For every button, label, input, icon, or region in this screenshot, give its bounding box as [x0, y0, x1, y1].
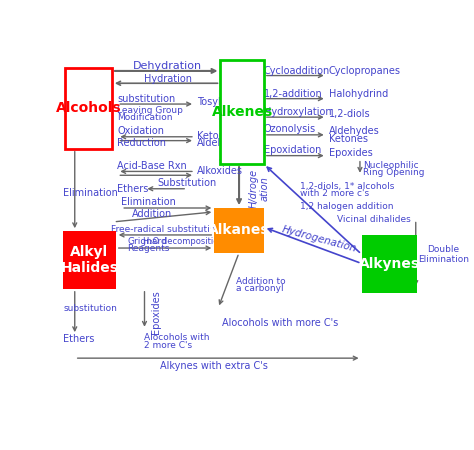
Text: Alkanes: Alkanes [208, 223, 270, 237]
FancyBboxPatch shape [63, 231, 116, 289]
Text: Elimination: Elimination [63, 188, 118, 198]
Text: Leaving Group: Leaving Group [118, 106, 183, 115]
Text: Alkynes: Alkynes [359, 257, 420, 271]
Text: Halohydrind: Halohydrind [329, 89, 388, 99]
Text: Hydroxylation: Hydroxylation [264, 107, 331, 117]
Text: Reduction: Reduction [118, 138, 166, 148]
Text: substitution: substitution [118, 94, 176, 104]
Text: Hydrogenation: Hydrogenation [280, 224, 357, 254]
Text: 1,2 halogen addition: 1,2 halogen addition [300, 202, 393, 211]
Text: Ketones: Ketones [329, 134, 368, 144]
Text: Vicinal dihalides: Vicinal dihalides [337, 215, 410, 224]
Text: Elimination: Elimination [121, 197, 176, 207]
Text: Epoxidation: Epoxidation [264, 145, 321, 155]
Text: Reagents: Reagents [128, 244, 170, 253]
Text: Dehydration: Dehydration [133, 61, 202, 71]
Text: Ketones: Ketones [197, 131, 236, 141]
Text: Ring Opening: Ring Opening [363, 168, 425, 177]
Text: Epoxides: Epoxides [329, 148, 373, 157]
Text: Alcohols: Alcohols [56, 101, 121, 115]
Text: Free-radical substitution: Free-radical substitution [111, 225, 221, 234]
Text: Ozonolysis: Ozonolysis [264, 125, 316, 135]
Text: Alkyl
Halides: Alkyl Halides [61, 245, 118, 275]
Text: 1,2-diols, 1* alcohols: 1,2-diols, 1* alcohols [300, 182, 394, 191]
Text: Modification: Modification [118, 112, 173, 122]
Text: Alkoxides: Alkoxides [197, 166, 243, 176]
Text: Alocohols with more C's: Alocohols with more C's [222, 319, 338, 328]
Text: Alkenes: Alkenes [211, 105, 273, 119]
Text: Aldehydes: Aldehydes [329, 126, 380, 136]
Text: with 2 more c's: with 2 more c's [300, 189, 369, 198]
Text: Cycloaddition: Cycloaddition [264, 66, 330, 76]
Text: 1,2-diols: 1,2-diols [329, 109, 371, 119]
Text: Substitution: Substitution [157, 178, 217, 189]
FancyBboxPatch shape [65, 68, 112, 148]
Text: Double
Elimination: Double Elimination [418, 244, 469, 264]
Text: Ethers: Ethers [117, 184, 148, 194]
Text: H/droge
ation: H/droge ation [248, 169, 270, 208]
Text: Nucleophilic: Nucleophilic [363, 161, 419, 170]
Text: Addition: Addition [132, 209, 173, 219]
Text: substitution: substitution [63, 304, 117, 313]
Text: 2 more C's: 2 more C's [145, 341, 192, 350]
Text: Ethers: Ethers [63, 334, 94, 344]
Text: Hydration: Hydration [144, 74, 192, 84]
Text: H₂O decomposition: H₂O decomposition [143, 238, 224, 247]
Text: Alocohols with: Alocohols with [145, 333, 210, 342]
Text: Epoxides: Epoxides [151, 290, 161, 334]
Text: Grignard: Grignard [128, 238, 167, 247]
FancyBboxPatch shape [220, 60, 264, 164]
Text: Acids: Acids [230, 153, 255, 163]
FancyBboxPatch shape [214, 208, 264, 252]
Text: Cyclopropanes: Cyclopropanes [329, 66, 401, 76]
Text: Tosylates: Tosylates [197, 97, 242, 107]
FancyBboxPatch shape [362, 235, 417, 292]
Text: Alkynes with extra C's: Alkynes with extra C's [160, 361, 268, 371]
Text: a carbonyl: a carbonyl [236, 284, 283, 293]
Text: Oxidation: Oxidation [118, 126, 164, 136]
Text: Aldehydes: Aldehydes [197, 138, 248, 148]
Text: 1,2-addition: 1,2-addition [264, 89, 323, 99]
Text: Addition to: Addition to [236, 277, 285, 286]
Text: Acid-Base Rxn: Acid-Base Rxn [118, 161, 187, 171]
